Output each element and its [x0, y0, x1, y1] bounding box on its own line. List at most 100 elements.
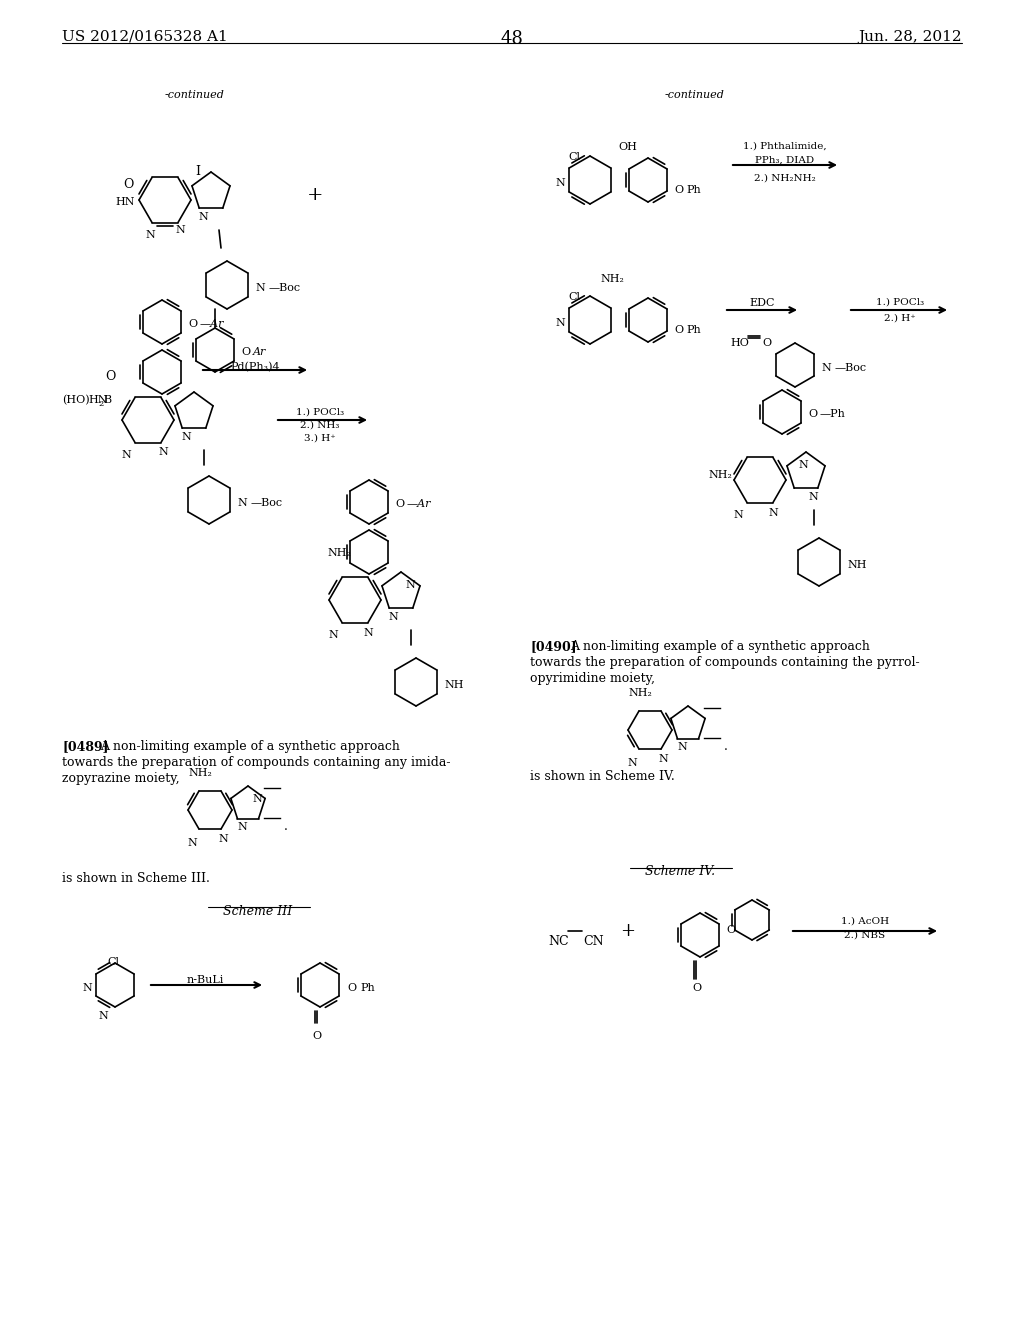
Text: NH₂: NH₂ [708, 470, 732, 480]
Text: —Boc: —Boc [251, 498, 283, 508]
Text: O: O [105, 370, 116, 383]
Text: 2.) H⁺: 2.) H⁺ [884, 314, 915, 323]
Text: O: O [123, 178, 133, 191]
Text: n-BuLi: n-BuLi [186, 975, 223, 985]
Text: (HO): (HO) [62, 395, 90, 405]
Text: N: N [255, 282, 265, 293]
Text: N: N [252, 795, 262, 804]
Text: NH₂: NH₂ [600, 275, 624, 284]
Text: N: N [218, 834, 227, 843]
Text: A non-limiting example of a synthetic approach: A non-limiting example of a synthetic ap… [100, 741, 400, 752]
Text: 1.) POCl₃: 1.) POCl₃ [296, 408, 344, 417]
Text: N: N [555, 178, 565, 187]
Text: HN: HN [115, 197, 134, 207]
Text: 48: 48 [501, 30, 523, 48]
Text: HO: HO [730, 338, 749, 348]
Text: towards the preparation of compounds containing the pyrrol-: towards the preparation of compounds con… [530, 656, 920, 669]
Text: N: N [328, 630, 338, 640]
Text: EDC: EDC [750, 298, 775, 308]
Text: O: O [762, 338, 771, 348]
Text: N: N [82, 983, 92, 993]
Text: Scheme III: Scheme III [223, 906, 293, 917]
Text: N: N [121, 450, 131, 459]
Text: N: N [768, 508, 778, 517]
Text: 2.) NH₂NH₂: 2.) NH₂NH₂ [754, 174, 816, 183]
Text: N: N [555, 318, 565, 327]
Text: NH: NH [847, 560, 866, 570]
Text: N: N [808, 492, 818, 502]
Text: 1.) POCl₃: 1.) POCl₃ [876, 298, 924, 308]
Text: O: O [726, 925, 735, 935]
Text: O: O [312, 1031, 322, 1041]
Text: N: N [181, 432, 190, 442]
Text: 1.) AcOH: 1.) AcOH [841, 917, 889, 927]
Text: zopyrazine moiety,: zopyrazine moiety, [62, 772, 179, 785]
Text: O: O [692, 983, 701, 993]
Text: N: N [187, 838, 197, 847]
Text: .: . [724, 741, 728, 752]
Text: N: N [198, 213, 208, 222]
Text: O: O [808, 409, 817, 418]
Text: N: N [821, 363, 830, 374]
Text: 2.) NBS: 2.) NBS [845, 931, 886, 940]
Text: N: N [98, 1011, 108, 1020]
Text: +: + [307, 186, 324, 205]
Text: HN: HN [88, 395, 108, 405]
Text: opyrimidine moiety,: opyrimidine moiety, [530, 672, 655, 685]
Text: PPh₃, DIAD: PPh₃, DIAD [756, 156, 814, 165]
Text: NH₂: NH₂ [327, 548, 351, 558]
Text: N: N [175, 224, 184, 235]
Text: 2.) NH₃: 2.) NH₃ [300, 421, 340, 430]
Text: Ph: Ph [360, 983, 375, 993]
Text: Scheme IV.: Scheme IV. [645, 865, 715, 878]
Text: N: N [145, 230, 155, 240]
Text: NH₂: NH₂ [188, 768, 212, 777]
Text: NH: NH [444, 680, 464, 690]
Text: N: N [733, 510, 742, 520]
Text: —Ar: —Ar [200, 319, 224, 329]
Text: NC: NC [548, 935, 568, 948]
Text: Ar: Ar [253, 347, 266, 356]
Text: Cl: Cl [568, 152, 580, 162]
Text: A non-limiting example of a synthetic approach: A non-limiting example of a synthetic ap… [570, 640, 869, 653]
Text: US 2012/0165328 A1: US 2012/0165328 A1 [62, 30, 227, 44]
Text: Ph: Ph [686, 185, 700, 195]
Text: 3.) H⁺: 3.) H⁺ [304, 434, 336, 444]
Text: B: B [103, 395, 112, 405]
Text: N: N [627, 758, 637, 768]
Text: —Ar: —Ar [407, 499, 431, 510]
Text: 1.) Phthalimide,: 1.) Phthalimide, [743, 143, 826, 150]
Text: N: N [388, 612, 398, 622]
Text: 2: 2 [98, 400, 103, 408]
Text: [0489]: [0489] [62, 741, 109, 752]
Text: N: N [237, 498, 247, 508]
Text: I: I [195, 165, 200, 178]
Text: O: O [188, 319, 198, 329]
Text: -continued: -continued [165, 90, 225, 100]
Text: N: N [238, 822, 247, 832]
Text: Jun. 28, 2012: Jun. 28, 2012 [858, 30, 962, 44]
Text: O: O [674, 185, 683, 195]
Text: OH: OH [618, 143, 637, 152]
Text: Cl: Cl [568, 292, 580, 302]
Text: Cl: Cl [106, 957, 119, 968]
Text: .: . [284, 820, 288, 833]
Text: towards the preparation of compounds containing any imida-: towards the preparation of compounds con… [62, 756, 451, 770]
Text: O: O [395, 499, 404, 510]
Text: O: O [674, 325, 683, 335]
Text: -continued: -continued [665, 90, 725, 100]
Text: O: O [347, 983, 356, 993]
Text: CN: CN [583, 935, 603, 948]
Text: —Boc: —Boc [269, 282, 301, 293]
Text: —Boc: —Boc [835, 363, 867, 374]
Text: Ph: Ph [686, 325, 700, 335]
Text: —Ph: —Ph [820, 409, 846, 418]
Text: N: N [658, 754, 668, 764]
Text: N: N [158, 447, 168, 457]
Text: N: N [406, 579, 415, 590]
Text: [0490]: [0490] [530, 640, 577, 653]
Text: N: N [362, 628, 373, 638]
Text: Pd(Ph₃)4: Pd(Ph₃)4 [230, 362, 280, 372]
Text: is shown in Scheme IV.: is shown in Scheme IV. [530, 770, 675, 783]
Text: O: O [241, 347, 250, 356]
